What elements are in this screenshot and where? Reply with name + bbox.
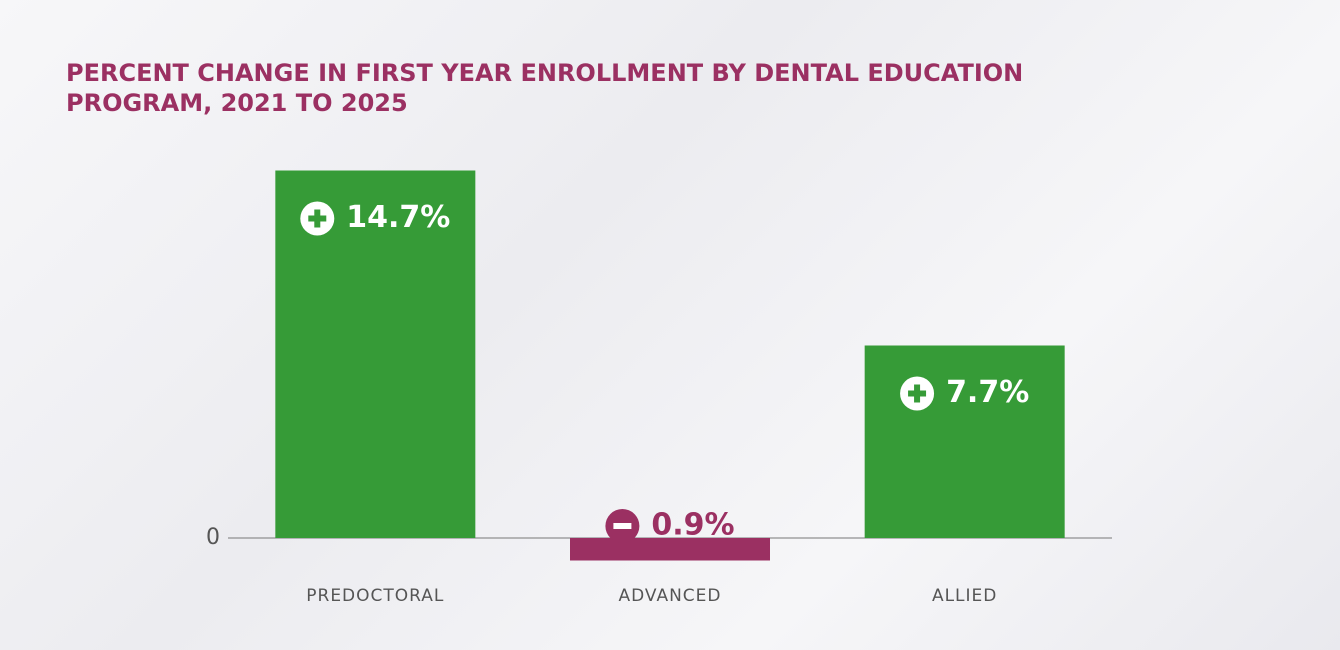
sign-icon-bar: [314, 209, 321, 228]
value-label: 7.7%: [946, 375, 1029, 410]
value-label-group: 14.7%: [300, 200, 450, 236]
value-label: 0.9%: [651, 508, 734, 543]
x-tick-label: ALLIED: [932, 586, 997, 606]
x-tick-label: ADVANCED: [618, 586, 721, 606]
bar: [570, 538, 770, 561]
sign-icon-bar: [613, 523, 632, 529]
x-tick-label: PREDOCTORAL: [306, 586, 444, 606]
value-label-group: 0.9%: [605, 508, 735, 543]
value-label: 14.7%: [346, 200, 450, 235]
value-label-group: 7.7%: [900, 375, 1029, 411]
sign-icon-bar: [914, 384, 921, 403]
bar: [864, 345, 1065, 538]
y-tick-label: 0: [206, 525, 220, 550]
chart-title: PERCENT CHANGE IN FIRST YEAR ENROLLMENT …: [66, 59, 1024, 117]
